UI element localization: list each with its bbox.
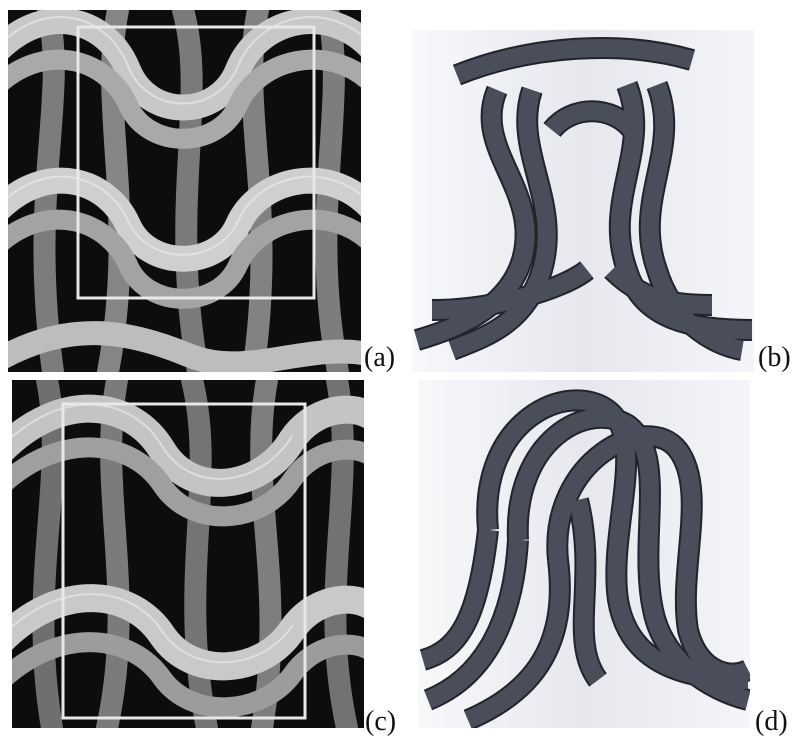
- panel-label-a: (a): [364, 342, 396, 373]
- yarn-strands: [12, 380, 364, 728]
- ct-image-panel-c: [12, 380, 364, 728]
- cad-model-panel-d: [418, 380, 750, 728]
- ct-image-panel-a: [8, 10, 361, 372]
- roi-box: [76, 25, 316, 300]
- panel-label-b: (b): [758, 342, 791, 373]
- roi-box: [61, 402, 307, 720]
- yarn-strands: [8, 10, 361, 372]
- panel-label-d: (d): [755, 706, 788, 737]
- knit-ct-scan-image-c: [12, 380, 364, 728]
- cad-model-panel-b: [412, 30, 754, 372]
- yarn-loops: [413, 37, 753, 361]
- knit-loop-cad-model-d: [418, 380, 750, 728]
- knit-loop-cad-model-b: [412, 30, 754, 372]
- knit-ct-scan-image-a: [8, 10, 361, 372]
- yarn-loops: [419, 389, 750, 728]
- panel-label-c: (c): [365, 706, 397, 737]
